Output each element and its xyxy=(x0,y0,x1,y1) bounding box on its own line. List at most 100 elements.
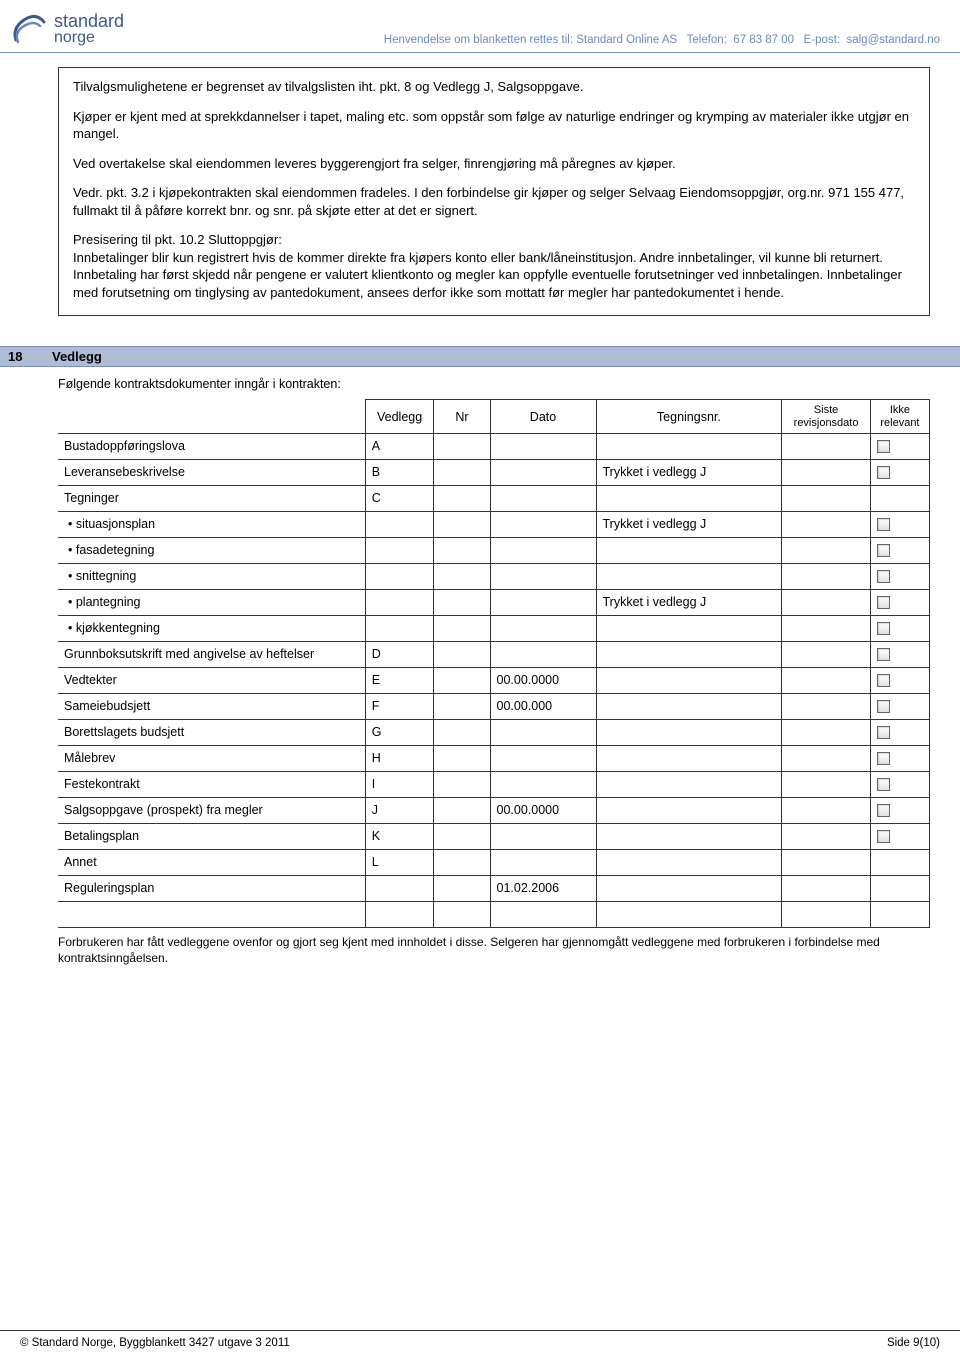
logo-line1: standard xyxy=(54,12,124,30)
th-nr: Nr xyxy=(434,400,490,433)
cell-vedlegg: H xyxy=(365,745,434,771)
cell-tegningsnr xyxy=(596,667,782,693)
cell-dato xyxy=(490,823,596,849)
cell-tegningsnr: Trykket i vedlegg J xyxy=(596,459,782,485)
table-row: VedtekterE00.00.0000 xyxy=(58,667,930,693)
cell-vedlegg xyxy=(365,615,434,641)
vedlegg-table: Vedlegg Nr Dato Tegningsnr. Siste revisj… xyxy=(58,399,930,927)
checkbox-icon[interactable] xyxy=(877,830,890,843)
cell-desc: Borettslagets budsjett xyxy=(58,719,365,745)
cell-desc: Tegninger xyxy=(58,485,365,511)
phone-label: Telefon: xyxy=(687,34,727,46)
cell-vedlegg: D xyxy=(365,641,434,667)
checkbox-icon[interactable] xyxy=(877,778,890,791)
cell-dato xyxy=(490,849,596,875)
checkbox-icon[interactable] xyxy=(877,518,890,531)
cell-ikke-relevant xyxy=(870,849,929,875)
cell-revisjonsdato xyxy=(782,563,871,589)
checkbox-icon[interactable] xyxy=(877,726,890,739)
checkbox-icon[interactable] xyxy=(877,752,890,765)
cell-revisjonsdato xyxy=(782,693,871,719)
checkbox-icon[interactable] xyxy=(877,440,890,453)
cell-dato xyxy=(490,485,596,511)
textbox-p4: Vedr. pkt. 3.2 i kjøpekontrakten skal ei… xyxy=(73,184,915,219)
cell-revisjonsdato xyxy=(782,615,871,641)
table-row: snittegning xyxy=(58,563,930,589)
checkbox-icon[interactable] xyxy=(877,804,890,817)
table-row: situasjonsplanTrykket i vedlegg J xyxy=(58,511,930,537)
cell-dato: 01.02.2006 xyxy=(490,875,596,901)
th-vedlegg: Vedlegg xyxy=(365,400,434,433)
cell-ikke-relevant xyxy=(870,875,929,901)
contact-prefix: Henvendelse om blanketten rettes til: St… xyxy=(384,34,677,46)
cell-vedlegg: B xyxy=(365,459,434,485)
cell-dato xyxy=(490,537,596,563)
checkbox-icon[interactable] xyxy=(877,648,890,661)
cell-dato xyxy=(490,459,596,485)
cell-desc: Festekontrakt xyxy=(58,771,365,797)
cell-desc: Salgsoppgave (prospekt) fra megler xyxy=(58,797,365,823)
checkbox-icon[interactable] xyxy=(877,570,890,583)
cell-vedlegg xyxy=(365,589,434,615)
cell-vedlegg: L xyxy=(365,849,434,875)
table-row: Grunnboksutskrift med angivelse av hefte… xyxy=(58,641,930,667)
info-textbox: Tilvalgsmulighetene er begrenset av tilv… xyxy=(58,67,930,316)
cell-desc: Sameiebudsjett xyxy=(58,693,365,719)
cell-ikke-relevant xyxy=(870,667,929,693)
cell-ikke-relevant xyxy=(870,771,929,797)
page-footer: © Standard Norge, Byggblankett 3427 utga… xyxy=(0,1330,960,1349)
cell-ikke-relevant xyxy=(870,537,929,563)
checkbox-icon[interactable] xyxy=(877,596,890,609)
footer-left: © Standard Norge, Byggblankett 3427 utga… xyxy=(20,1337,290,1349)
cell-desc: Grunnboksutskrift med angivelse av hefte… xyxy=(58,641,365,667)
cell-dato: 00.00.0000 xyxy=(490,797,596,823)
cell-dato xyxy=(490,771,596,797)
cell-tegningsnr xyxy=(596,849,782,875)
section-bar: 18 Vedlegg xyxy=(0,346,960,367)
cell-nr xyxy=(434,459,490,485)
table-row: TegningerC xyxy=(58,485,930,511)
cell-vedlegg xyxy=(365,875,434,901)
cell-ikke-relevant xyxy=(870,511,929,537)
checkbox-icon[interactable] xyxy=(877,544,890,557)
cell-nr xyxy=(434,875,490,901)
textbox-p5: Presisering til pkt. 10.2 Sluttoppgjør: … xyxy=(73,231,915,301)
checkbox-icon[interactable] xyxy=(877,700,890,713)
cell-tegningsnr xyxy=(596,719,782,745)
cell-desc: Bustadoppføringslova xyxy=(58,433,365,459)
cell-desc: Målebrev xyxy=(58,745,365,771)
cell-nr xyxy=(434,615,490,641)
cell-dato xyxy=(490,615,596,641)
cell-ikke-relevant xyxy=(870,641,929,667)
logo-text: standard norge xyxy=(54,12,124,46)
cell-tegningsnr xyxy=(596,537,782,563)
checkbox-icon[interactable] xyxy=(877,466,890,479)
cell-tegningsnr xyxy=(596,901,782,927)
cell-tegningsnr xyxy=(596,693,782,719)
footer-right: Side 9(10) xyxy=(887,1337,940,1349)
page-header: standard norge Henvendelse om blanketten… xyxy=(0,0,960,53)
checkbox-icon[interactable] xyxy=(877,674,890,687)
cell-ikke-relevant xyxy=(870,797,929,823)
cell-desc: Betalingsplan xyxy=(58,823,365,849)
cell-ikke-relevant xyxy=(870,589,929,615)
table-row: kjøkkentegning xyxy=(58,615,930,641)
cell-dato xyxy=(490,511,596,537)
cell-tegningsnr xyxy=(596,433,782,459)
email-label: E-post: xyxy=(804,34,840,46)
email-value: salg@standard.no xyxy=(846,34,940,46)
logo: standard norge xyxy=(10,10,124,48)
table-row: FestekontraktI xyxy=(58,771,930,797)
cell-vedlegg: I xyxy=(365,771,434,797)
table-row: MålebrevH xyxy=(58,745,930,771)
cell-vedlegg: A xyxy=(365,433,434,459)
cell-tegningsnr xyxy=(596,745,782,771)
checkbox-icon[interactable] xyxy=(877,622,890,635)
cell-revisjonsdato xyxy=(782,849,871,875)
cell-dato: 00.00.0000 xyxy=(490,667,596,693)
th-tegningsnr: Tegningsnr. xyxy=(596,400,782,433)
cell-revisjonsdato xyxy=(782,745,871,771)
textbox-p1: Tilvalgsmulighetene er begrenset av tilv… xyxy=(73,78,915,96)
cell-revisjonsdato xyxy=(782,823,871,849)
cell-revisjonsdato xyxy=(782,537,871,563)
